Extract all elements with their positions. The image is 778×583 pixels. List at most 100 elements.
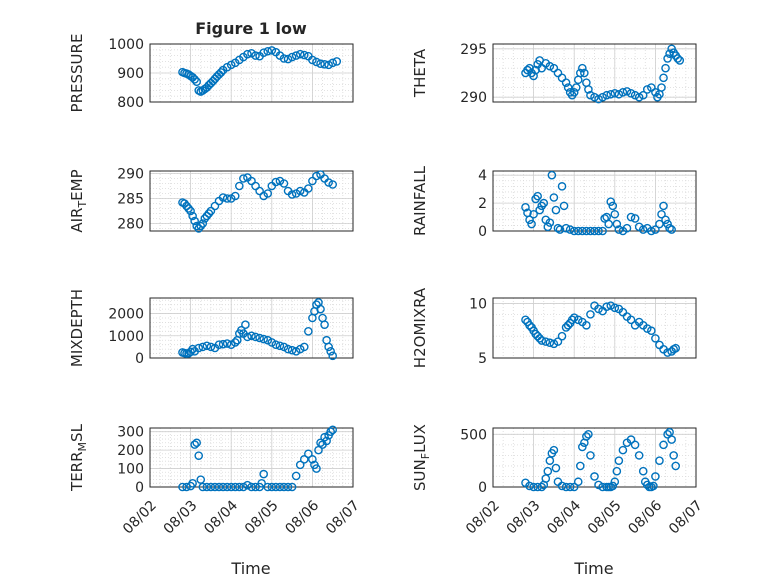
data-point bbox=[606, 89, 616, 99]
data-point bbox=[267, 46, 277, 55]
y-axis-label: RAINFALL bbox=[411, 165, 429, 236]
data-point bbox=[537, 482, 547, 492]
data-point bbox=[525, 215, 534, 225]
data-point bbox=[287, 52, 297, 62]
data-point bbox=[525, 320, 534, 330]
y-tick-label: 0 bbox=[478, 224, 487, 240]
data-point bbox=[642, 324, 652, 333]
data-point bbox=[642, 480, 652, 490]
data-point bbox=[557, 331, 567, 341]
data-point bbox=[543, 222, 553, 232]
data-point bbox=[304, 184, 313, 193]
y-axis-label: THETA bbox=[411, 48, 429, 98]
data-point bbox=[320, 320, 329, 329]
data-point bbox=[634, 451, 644, 460]
data-point bbox=[263, 46, 273, 56]
data-point bbox=[222, 482, 232, 492]
data-point bbox=[563, 83, 573, 92]
data-point bbox=[316, 59, 325, 69]
data-point bbox=[328, 425, 338, 435]
data-point bbox=[239, 174, 248, 183]
data-point bbox=[206, 482, 216, 492]
data-point bbox=[569, 313, 579, 322]
data-point bbox=[182, 482, 191, 492]
data-point bbox=[279, 179, 289, 188]
data-point bbox=[304, 449, 313, 459]
data-point bbox=[557, 481, 567, 491]
y-axis-label: TERRMSL bbox=[68, 423, 89, 492]
data-point bbox=[578, 63, 587, 73]
data-point bbox=[582, 226, 591, 236]
chart-panel-theta: 290 295 THETA bbox=[411, 42, 697, 106]
y-axis-label: SUNFLUX bbox=[411, 424, 432, 491]
data-point bbox=[575, 461, 585, 471]
data-point bbox=[235, 181, 244, 191]
data-point bbox=[196, 221, 206, 231]
data-point bbox=[202, 482, 212, 492]
data-point bbox=[659, 201, 668, 211]
data-point bbox=[283, 482, 293, 492]
data-point bbox=[675, 56, 685, 65]
data-point bbox=[606, 301, 616, 310]
data-point bbox=[218, 339, 228, 349]
data-point bbox=[527, 219, 536, 229]
data-point bbox=[661, 63, 670, 73]
data-point bbox=[312, 464, 321, 473]
data-point bbox=[322, 436, 331, 446]
data-point bbox=[198, 219, 208, 228]
data-point bbox=[275, 341, 285, 351]
data-point bbox=[582, 432, 591, 441]
data-point bbox=[320, 60, 329, 69]
data-point bbox=[328, 180, 338, 189]
data-point bbox=[279, 482, 289, 492]
data-point bbox=[291, 471, 301, 481]
data-point bbox=[565, 225, 575, 234]
y-tick-label: 300 bbox=[117, 425, 144, 441]
data-point bbox=[553, 223, 563, 233]
data-point bbox=[642, 85, 652, 94]
x-tick-label: 08/07 bbox=[666, 498, 706, 538]
data-point bbox=[283, 344, 293, 354]
data-point bbox=[271, 340, 281, 349]
data-point bbox=[251, 482, 260, 492]
y-tick-label: 4 bbox=[478, 168, 487, 184]
data-point bbox=[569, 482, 579, 492]
data-point bbox=[634, 92, 644, 102]
data-point bbox=[287, 482, 297, 492]
y-tick-label: 2000 bbox=[108, 307, 144, 323]
data-point bbox=[586, 451, 595, 460]
data-point bbox=[610, 89, 620, 98]
data-point bbox=[529, 71, 538, 81]
data-point bbox=[651, 225, 660, 234]
data-point bbox=[192, 77, 201, 86]
data-point bbox=[567, 315, 577, 325]
data-point bbox=[283, 54, 293, 64]
data-point bbox=[243, 480, 252, 490]
data-point bbox=[602, 302, 611, 312]
data-point bbox=[235, 482, 244, 492]
data-point bbox=[549, 445, 559, 455]
data-point bbox=[606, 197, 616, 206]
data-point bbox=[239, 482, 248, 492]
data-point bbox=[600, 214, 609, 223]
x-tick-label: 08/03 bbox=[504, 498, 544, 538]
data-point bbox=[578, 442, 587, 452]
data-point bbox=[669, 451, 678, 460]
chart-panel-h2omixra: 5 10 H2OMIXRA bbox=[411, 287, 697, 368]
data-point bbox=[190, 75, 199, 84]
data-point bbox=[618, 445, 628, 455]
data-point bbox=[555, 225, 565, 234]
data-point bbox=[308, 455, 317, 464]
data-point bbox=[525, 481, 534, 491]
data-point bbox=[202, 341, 212, 351]
data-point bbox=[626, 435, 636, 444]
data-point bbox=[541, 337, 551, 346]
data-point bbox=[326, 427, 335, 436]
y-tick-label: 800 bbox=[117, 95, 144, 111]
data-point bbox=[295, 186, 305, 196]
data-point bbox=[251, 332, 260, 342]
data-point bbox=[257, 479, 266, 488]
data-point bbox=[578, 226, 587, 236]
y-tick-label: 285 bbox=[117, 192, 144, 208]
